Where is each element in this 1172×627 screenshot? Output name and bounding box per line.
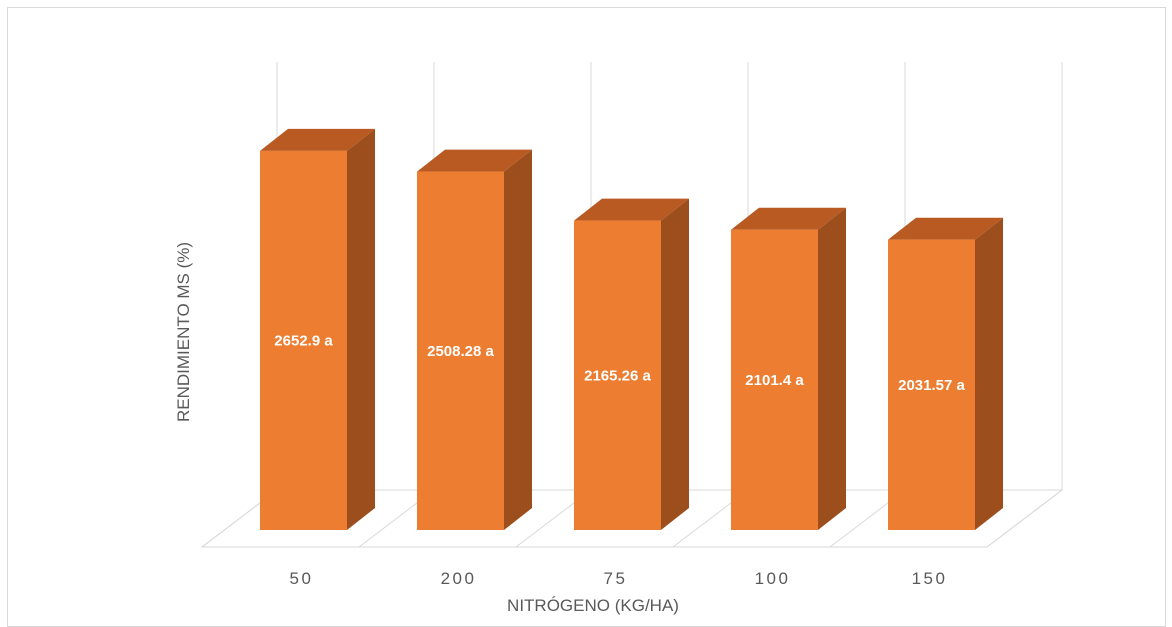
bar-top [574,198,689,221]
bar [574,220,661,530]
bar-side [818,207,846,530]
x-tick-label: 75 [604,569,628,588]
bar-side [661,198,689,530]
data-label: 2165.26 a [584,367,651,384]
bars [260,128,1003,531]
data-label: 2652.9 a [274,332,333,349]
x-tick-labels: 50 200 75 100 150 [290,569,948,588]
bar [731,229,818,530]
x-tick-label: 100 [755,569,791,588]
bar-side [975,217,1003,530]
bar-top [260,128,375,151]
bar [417,171,504,531]
bar-side [504,149,532,531]
x-tick-label: 50 [290,569,314,588]
data-label: 2508.28 a [427,343,494,360]
bar [260,150,347,531]
bar-top [731,207,846,230]
data-labels: 2652.9 a 2508.28 a 2165.26 a 2101.4 a 2031.5… [274,332,965,393]
y-axis-title: RENDIMIENTO MS (%) [174,242,193,422]
x-axis-title: NITRÓGENO (KG/HA) [507,596,679,615]
x-tick-label: 150 [912,569,948,588]
data-label: 2101.4 a [745,372,804,389]
bar-top [888,217,1003,240]
bar [888,239,975,530]
data-label: 2031.57 a [898,377,965,394]
x-tick-label: 200 [441,569,477,588]
bar-top [417,149,532,172]
floor-divider [986,489,1063,548]
bar-side [347,128,375,531]
